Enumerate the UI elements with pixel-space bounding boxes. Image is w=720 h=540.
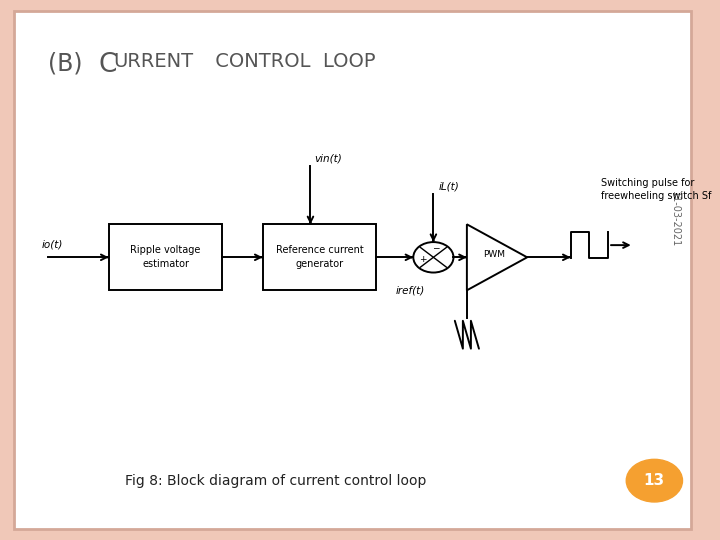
Text: vin(t): vin(t) (314, 153, 341, 164)
Text: Fig 8: Block diagram of current control loop: Fig 8: Block diagram of current control … (125, 474, 427, 488)
Bar (109, 224, 222, 291)
Text: PWM: PWM (482, 250, 505, 259)
Text: −: − (432, 244, 439, 253)
Text: Reference current
generator: Reference current generator (276, 245, 364, 269)
Circle shape (626, 460, 683, 502)
Text: CONTROL  LOOP: CONTROL LOOP (209, 52, 376, 71)
Text: io(t): io(t) (42, 240, 63, 249)
Text: 13: 13 (644, 473, 665, 488)
Text: 11-03-2021: 11-03-2021 (670, 191, 680, 247)
Text: Ripple voltage
estimator: Ripple voltage estimator (130, 245, 201, 269)
Polygon shape (467, 224, 527, 291)
Text: +: + (418, 255, 426, 264)
Text: URRENT: URRENT (113, 52, 194, 71)
Text: Switching pulse for
freewheeling switch Sf: Switching pulse for freewheeling switch … (601, 178, 712, 201)
Text: C: C (99, 52, 117, 78)
Circle shape (413, 242, 454, 273)
Bar (263, 224, 377, 291)
Text: iref(t): iref(t) (395, 285, 425, 295)
Text: iL(t): iL(t) (438, 181, 459, 191)
Text: (B): (B) (48, 52, 83, 76)
